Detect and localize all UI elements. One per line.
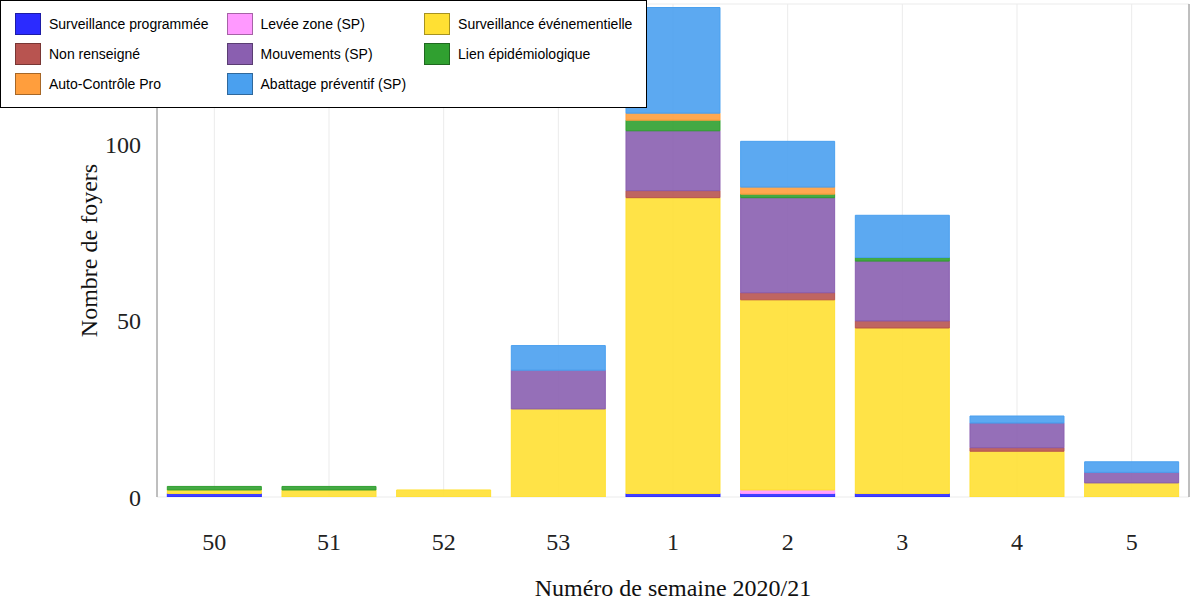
svg-text:50: 50	[117, 308, 141, 334]
svg-text:51: 51	[317, 529, 341, 555]
svg-text:5: 5	[1126, 529, 1138, 555]
svg-text:3: 3	[896, 529, 908, 555]
svg-text:53: 53	[546, 529, 570, 555]
svg-text:100: 100	[105, 132, 141, 158]
svg-text:2: 2	[782, 529, 794, 555]
svg-text:0: 0	[129, 485, 141, 511]
html-text:Levée zone (SP): Levée zone (SP)	[260, 16, 365, 32]
svg-text:50: 50	[202, 529, 226, 555]
svg-text:1: 1	[667, 529, 679, 555]
svg-text:4: 4	[1011, 529, 1023, 555]
svg-text:Numéro de semaine 2020/21: Numéro de semaine 2020/21	[535, 575, 812, 601]
svg-text:52: 52	[432, 529, 456, 555]
html-text:Surveillance programmée: Surveillance programmée	[49, 16, 209, 32]
html-text:Surveillance événementielle: Surveillance événementielle	[458, 16, 633, 32]
html-text:Mouvements (SP): Mouvements (SP)	[260, 46, 373, 62]
html-text:Lien épidémiologique: Lien épidémiologique	[458, 46, 591, 62]
svg-text:Nombre de foyers: Nombre de foyers	[76, 164, 102, 337]
html-text:Abattage préventif (SP): Abattage préventif (SP)	[260, 76, 407, 92]
html-text:Auto-Contrôle Pro: Auto-Contrôle Pro	[49, 76, 162, 92]
html-text:Non renseigné: Non renseigné	[49, 46, 141, 62]
